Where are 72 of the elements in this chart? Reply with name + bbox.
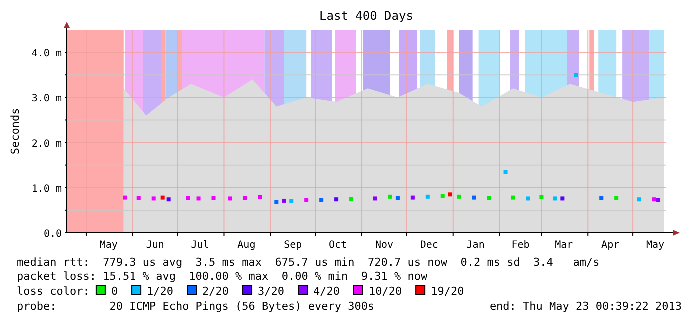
point [186,196,190,200]
point [410,196,415,200]
point [600,196,604,200]
point [274,200,279,204]
y-tick-label: 3.0 m [32,94,62,105]
point [511,196,516,200]
x-tick-label: May [100,240,118,251]
x-tick-label: Mar [555,240,574,251]
point [334,198,339,202]
point [396,196,400,200]
point [656,198,661,202]
y-tick-label: 4.0 m [32,48,62,60]
point [388,194,392,199]
x-tick-label: Aug [238,240,256,251]
y-tick-label: 1.0 m [32,184,62,195]
point [457,194,462,199]
x-tick-label: Feb [512,240,530,251]
x-tick-label: Dec [420,240,438,251]
point [426,194,430,199]
legend-title: loss color: [17,285,90,298]
text: end: Thu May 23 00:39:22 2013 [490,300,682,313]
x-tick-label: Sep [284,240,302,251]
x-tick-label: Nov [375,240,394,251]
x-tick-label: Oct [329,240,348,251]
point [160,196,165,200]
point [448,192,452,197]
point [526,196,530,201]
point [440,194,445,198]
point [196,196,201,201]
point [540,195,544,200]
point [123,196,128,200]
legend-label: 4/20 [314,285,340,298]
legend-label: 2/20 [202,285,230,298]
point [152,196,156,201]
y-tick-label: 0.0 [44,229,62,240]
x-tick-label: Jan [466,240,485,251]
text: packet loss: 15.51 % avg 100.00 % max 0.00 % min 9.31 % now [17,270,428,283]
point [320,198,324,202]
text: probe: 20 ICMP Echo Pings (56 Bytes) every 300s [17,300,375,313]
chart-title: Last 400 Days [320,9,414,23]
x-tick-label: May [646,240,665,251]
legend-label: 3/20 [258,285,285,298]
point [290,199,294,204]
point [373,196,378,201]
y-axis-title: Seconds [9,108,22,155]
point [136,196,141,200]
point [652,198,656,202]
legend-label: 0 [111,285,118,298]
point [258,195,262,200]
x-tick-label: Apr [602,240,620,251]
point [504,170,508,174]
point [560,196,565,201]
point [282,198,286,203]
text: median rtt: 779.3 us avg 3.5 ms max 675.7 us min 720.7 us now 0.2 ms sd 3.4 am/s [17,256,600,269]
legend-label: 1/20 [147,285,174,298]
legend-label: 19/20 [431,285,464,298]
point [243,196,248,200]
point [212,196,216,200]
point [304,198,309,202]
point [553,196,558,201]
point [166,198,171,202]
x-tick-label: Jul [191,240,210,251]
x-tick-label: Jun [146,240,164,251]
point [487,196,492,200]
point [228,196,232,201]
point [614,196,619,200]
point [637,198,642,202]
point [350,197,354,202]
point [472,196,476,200]
legend-label: 10/20 [368,285,402,298]
point [574,73,578,78]
y-tick-label: 2.0 m [32,138,62,150]
